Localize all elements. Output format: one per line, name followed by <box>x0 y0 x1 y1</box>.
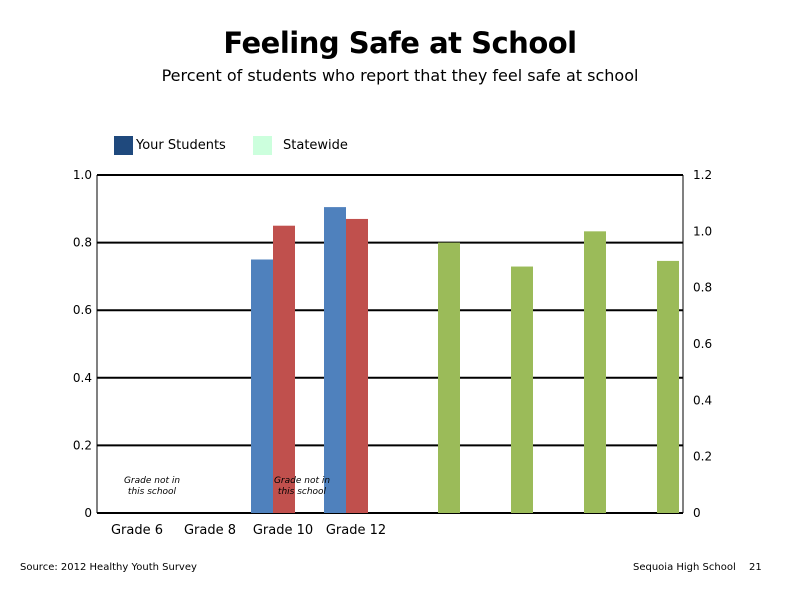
bar-green-4 <box>657 260 679 513</box>
chart-title: Feeling Safe at School <box>223 26 577 60</box>
bar-green-2 <box>511 266 533 513</box>
chart-subtitle: Percent of students who report that they… <box>161 66 639 85</box>
bar-green-1 <box>438 242 460 513</box>
legend-label-your-students: Your Students <box>136 138 226 153</box>
y2-tick-label-1-0: 1.0 <box>693 224 712 238</box>
source-note: Source: 2012 Healthy Youth Survey <box>20 562 197 573</box>
bar-green-3 <box>584 231 606 514</box>
x-tick-label-grade-8: Grade 8 <box>184 523 236 538</box>
y2-tick-label-0-6: 0.6 <box>693 337 712 351</box>
legend-swatch-statewide <box>253 136 272 155</box>
page-number: 21 <box>749 562 762 573</box>
bar-your-students-grade-12 <box>324 207 346 514</box>
bar-your-students-grade-10 <box>251 259 273 513</box>
y-tick-label-0-4: 0.4 <box>73 371 92 385</box>
school-name: Sequoia High School <box>633 562 736 573</box>
annotation-grade-not-in-school-2: Grade not in this school <box>274 476 330 497</box>
x-tick-label-grade-6: Grade 6 <box>111 523 163 538</box>
y-tick-label-1-0: 1.0 <box>73 168 92 182</box>
y2-tick-label-0-2: 0.2 <box>693 450 712 464</box>
y2-tick-label-1-2: 1.2 <box>693 168 712 182</box>
x-tick-label-grade-10: Grade 10 <box>253 523 313 538</box>
y2-tick-label-0-4: 0.4 <box>693 393 712 407</box>
y2-tick-label-0-8: 0.8 <box>693 281 712 295</box>
x-tick-label-grade-12: Grade 12 <box>326 523 386 538</box>
legend-label-statewide: Statewide <box>283 138 348 153</box>
y-tick-label-0-8: 0.8 <box>73 236 92 250</box>
legend-swatch-your-students <box>114 136 133 155</box>
y-tick-label-0: 0 <box>84 506 92 520</box>
annotation-grade-not-in-school-1: Grade not in this school <box>124 476 180 497</box>
y-tick-label-0-6: 0.6 <box>73 303 92 317</box>
bar-comparison-grade-12 <box>346 218 368 513</box>
bar-comparison-grade-10 <box>273 225 295 513</box>
y2-tick-label-0: 0 <box>693 506 701 520</box>
y-tick-label-0-2: 0.2 <box>73 438 92 452</box>
